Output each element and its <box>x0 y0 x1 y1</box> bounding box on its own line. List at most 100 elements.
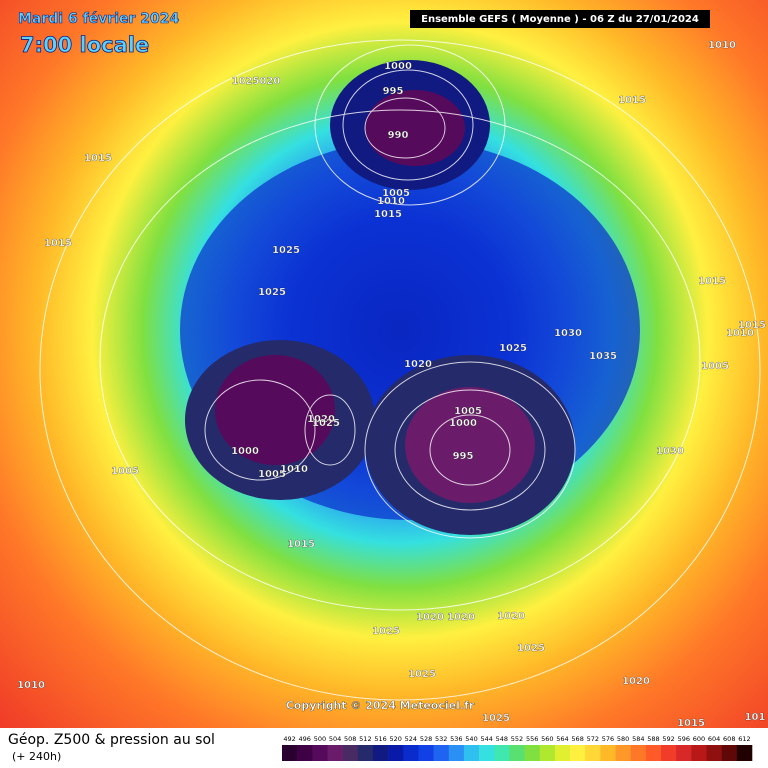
isobar-label: 1015 <box>84 153 112 164</box>
isobar <box>204 379 316 481</box>
isobar-label: 1015 <box>698 276 726 287</box>
colorbar-swatch <box>403 745 419 761</box>
isobar-label: 1025 <box>258 287 286 298</box>
low-core <box>215 355 335 465</box>
colorbar-label: 600 <box>693 735 705 743</box>
isobar-label: 1010 <box>377 196 405 207</box>
colorbar-label: 516 <box>374 735 386 743</box>
colorbar-label: 568 <box>571 735 583 743</box>
colorbar-label: 612 <box>738 735 750 743</box>
colorbar-swatch <box>706 745 722 761</box>
colorbar-swatch <box>297 745 313 761</box>
copyright: Copyright © 2024 Meteociel.fr <box>286 699 475 712</box>
colorbar-swatch <box>585 745 601 761</box>
isobar-label: 1005 <box>111 466 139 477</box>
isobar <box>364 361 576 539</box>
footer-title: Géop. Z500 & pression au sol <box>8 732 215 748</box>
isobar-label: 1015 <box>677 718 705 729</box>
isobar <box>364 97 446 159</box>
colorbar-label: 604 <box>708 735 720 743</box>
isobar-label: 1020 <box>307 414 335 425</box>
isobar <box>304 394 356 466</box>
isobar-label: 1005 <box>454 406 482 417</box>
colorbar-label: 528 <box>420 735 432 743</box>
colorbar-swatch <box>342 745 359 761</box>
isobar-label: 1000 <box>384 61 412 72</box>
isobar-label: 1015 <box>738 320 766 331</box>
colorbar-label: 564 <box>556 735 568 743</box>
colorbar-label: 500 <box>314 735 326 743</box>
isobar-label: 1025 <box>482 713 510 724</box>
colorbar-label: 524 <box>405 735 417 743</box>
colorbar-label: 492 <box>283 735 295 743</box>
colorbar-label: 576 <box>602 735 614 743</box>
colorbar-swatch <box>661 745 677 761</box>
colorbar-swatch <box>388 745 404 761</box>
isobar-label: 1020 <box>497 611 525 622</box>
isobar-label: 1020 <box>447 612 475 623</box>
isobar-label: 1005 <box>258 469 286 480</box>
isobar-label: 1015 <box>618 95 646 106</box>
colorbar-swatch <box>539 745 556 761</box>
isobar-label: 1010 <box>280 464 308 475</box>
isobar-label: 1025 <box>499 343 527 354</box>
colorbar-swatch <box>736 745 753 761</box>
isobar-label: 1010 <box>708 40 736 51</box>
isobar-label: 1025 <box>517 643 545 654</box>
colorbar-swatch <box>463 745 480 761</box>
colorbar-label: 608 <box>723 735 735 743</box>
colorbar-swatch <box>357 745 374 761</box>
isobar-label: 1030 <box>656 446 684 457</box>
colorbar-swatch <box>494 745 510 761</box>
isobar-label: 1015 <box>44 238 72 249</box>
isobar-label: 1005 <box>701 361 729 372</box>
colorbar-label: 592 <box>662 735 674 743</box>
isobar-label: 1015 <box>374 209 402 220</box>
isobar-label: 1025020 <box>232 76 281 87</box>
isobar <box>99 109 701 611</box>
isobar-label: 995 <box>383 86 404 97</box>
colorbar-swatch <box>372 745 389 761</box>
colorbar-label: 588 <box>647 735 659 743</box>
colorbar-label: 536 <box>450 735 462 743</box>
isobar <box>39 39 761 701</box>
isobars <box>39 39 761 701</box>
isobar-label: 1000 <box>449 418 477 429</box>
isobar-labels: 1000995990100510101015102510251020102510… <box>17 40 766 729</box>
colorbar-swatch <box>721 745 738 761</box>
isobar <box>342 69 474 181</box>
colorbar-swatch <box>509 745 525 761</box>
colorbar-label: 540 <box>465 735 477 743</box>
colorbar-label: 504 <box>329 735 341 743</box>
isobar-label: 1005 <box>382 188 410 199</box>
isobar-label: 1020 <box>404 359 432 370</box>
isobar-label: 101 <box>745 712 766 723</box>
isobar-label: 990 <box>388 130 409 141</box>
date: Mardi 6 février 2024 <box>18 11 180 27</box>
isobar-label: 1000 <box>231 446 259 457</box>
colorbar-swatch <box>524 745 541 761</box>
colorbar-swatch <box>554 745 571 761</box>
isobar-label: 1010 <box>17 680 45 691</box>
colorbar-swatch <box>282 745 298 761</box>
isobar <box>394 389 546 511</box>
colorbar-swatch <box>570 745 586 761</box>
run-info: Ensemble GEFS ( Moyenne ) - 06 Z du 27/0… <box>421 14 699 25</box>
isobar-label: 1030 <box>554 328 582 339</box>
colorbar-swatch <box>600 745 616 761</box>
colorbar-label: 572 <box>587 735 599 743</box>
colorbar-swatch <box>433 745 450 761</box>
time: 7:00 locale <box>20 33 149 57</box>
colorbar-label: 552 <box>511 735 523 743</box>
isobar-label: 1025 <box>312 418 340 429</box>
isobar-label: 1010 <box>726 328 754 339</box>
colorbar-swatch <box>676 745 692 761</box>
colorbar-swatch <box>645 745 662 761</box>
colorbar-label: 584 <box>632 735 644 743</box>
colorbar-swatch <box>615 745 632 761</box>
colorbar-label: 520 <box>389 735 401 743</box>
colorbar-label: 544 <box>480 735 492 743</box>
low-core <box>365 90 465 166</box>
